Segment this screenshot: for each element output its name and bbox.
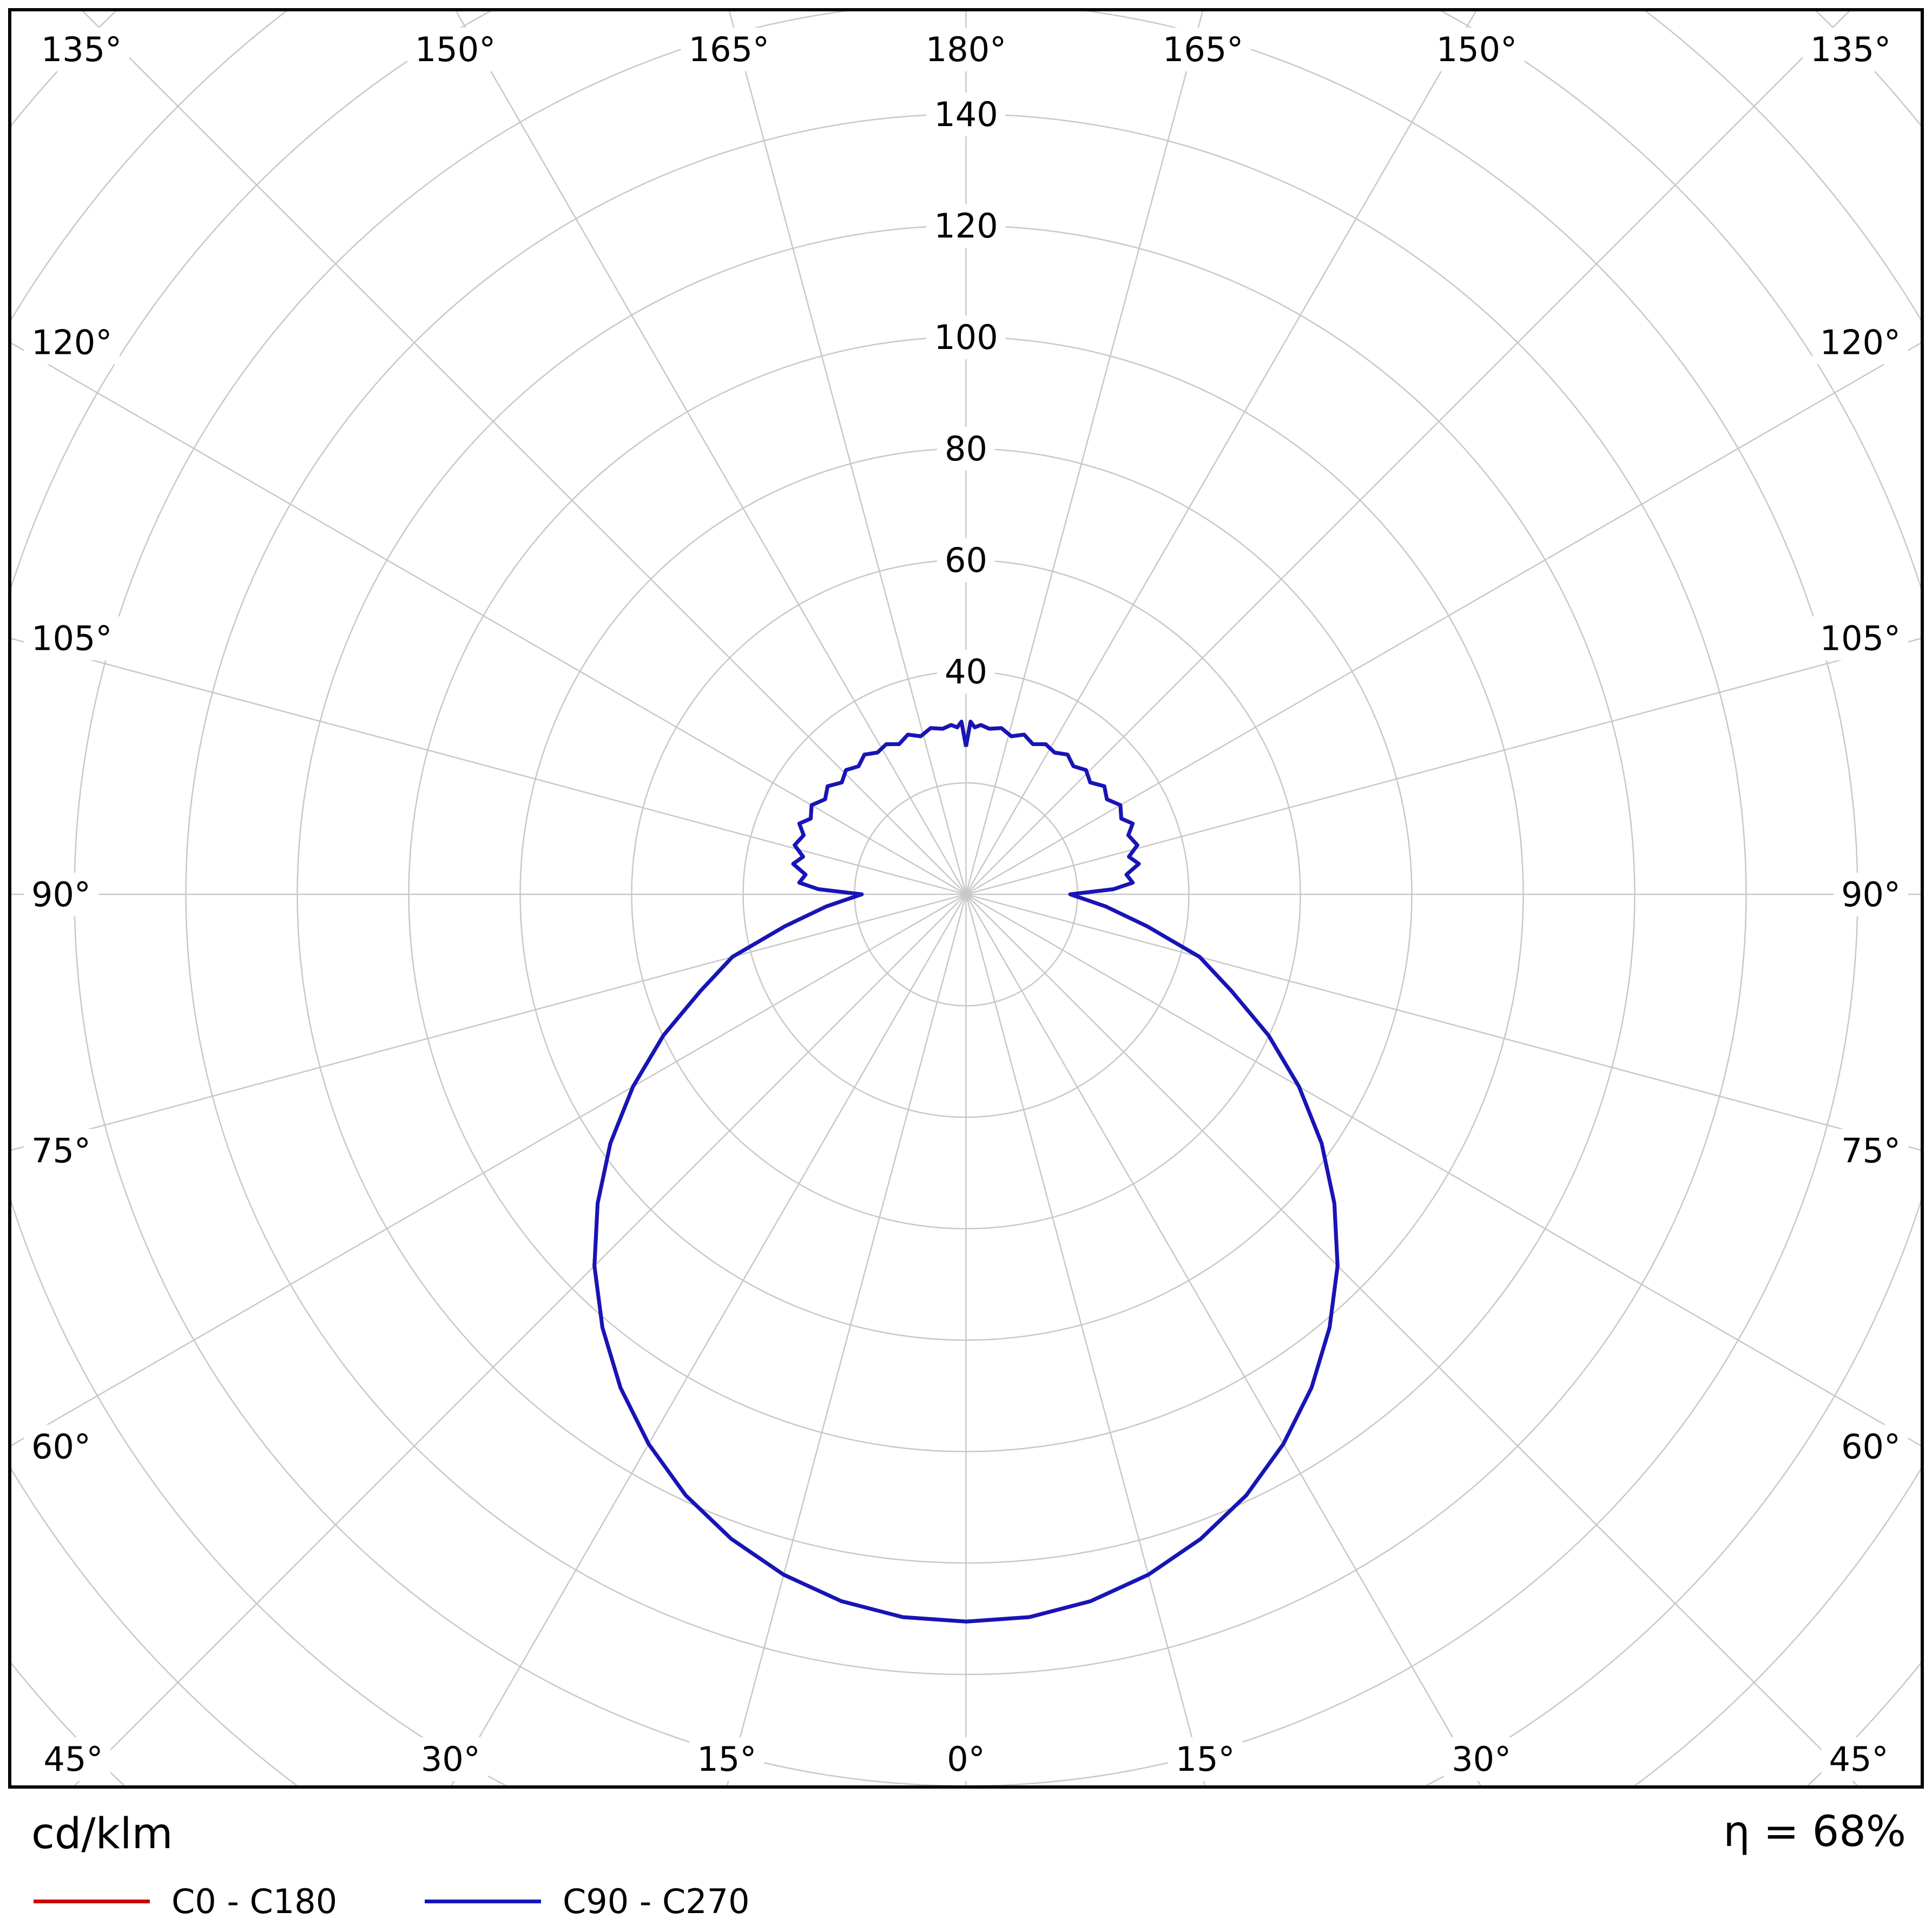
svg-text:75°: 75° (1841, 1131, 1901, 1171)
svg-text:135°: 135° (41, 30, 122, 69)
svg-text:90°: 90° (31, 875, 91, 914)
svg-text:40: 40 (945, 652, 987, 691)
svg-text:60°: 60° (31, 1427, 91, 1466)
legend-swatch-c0-c180-line (34, 1899, 150, 1903)
svg-text:90°: 90° (1841, 875, 1901, 914)
svg-text:75°: 75° (31, 1131, 91, 1171)
units-label: cd/klm (31, 1810, 173, 1858)
svg-text:15°: 15° (697, 1739, 756, 1779)
legend-item-c0-c180: C0 - C180 (34, 1878, 337, 1924)
svg-text:100: 100 (934, 318, 998, 357)
svg-text:105°: 105° (31, 618, 112, 658)
svg-text:30°: 30° (1452, 1739, 1511, 1779)
svg-text:80: 80 (945, 429, 987, 469)
svg-text:165°: 165° (689, 30, 769, 69)
svg-text:150°: 150° (1436, 30, 1517, 69)
legend-label-c0-c180: C0 - C180 (172, 1881, 338, 1921)
svg-text:60°: 60° (1841, 1427, 1901, 1466)
legend-swatch-c90-c270-line (425, 1899, 541, 1903)
svg-text:15°: 15° (1176, 1739, 1235, 1779)
efficiency-value: η = 68% (1723, 1808, 1906, 1856)
legend: C0 - C180 C90 - C270 (34, 1878, 1873, 1924)
legend-item-c90-c270: C90 - C270 (425, 1878, 750, 1924)
svg-text:140: 140 (934, 95, 998, 134)
svg-text:105°: 105° (1820, 618, 1901, 658)
svg-text:135°: 135° (1810, 30, 1891, 69)
svg-text:45°: 45° (1829, 1739, 1889, 1779)
svg-text:30°: 30° (421, 1739, 480, 1779)
legend-label-c90-c270: C90 - C270 (563, 1881, 750, 1921)
svg-text:150°: 150° (415, 30, 496, 69)
svg-text:120: 120 (934, 206, 998, 246)
svg-text:45°: 45° (44, 1739, 103, 1779)
svg-text:165°: 165° (1163, 30, 1243, 69)
svg-text:120°: 120° (1820, 323, 1901, 362)
svg-text:0°: 0° (947, 1739, 985, 1779)
svg-text:180°: 180° (926, 30, 1006, 69)
svg-text:120°: 120° (31, 323, 112, 362)
svg-text:60: 60 (945, 540, 987, 580)
